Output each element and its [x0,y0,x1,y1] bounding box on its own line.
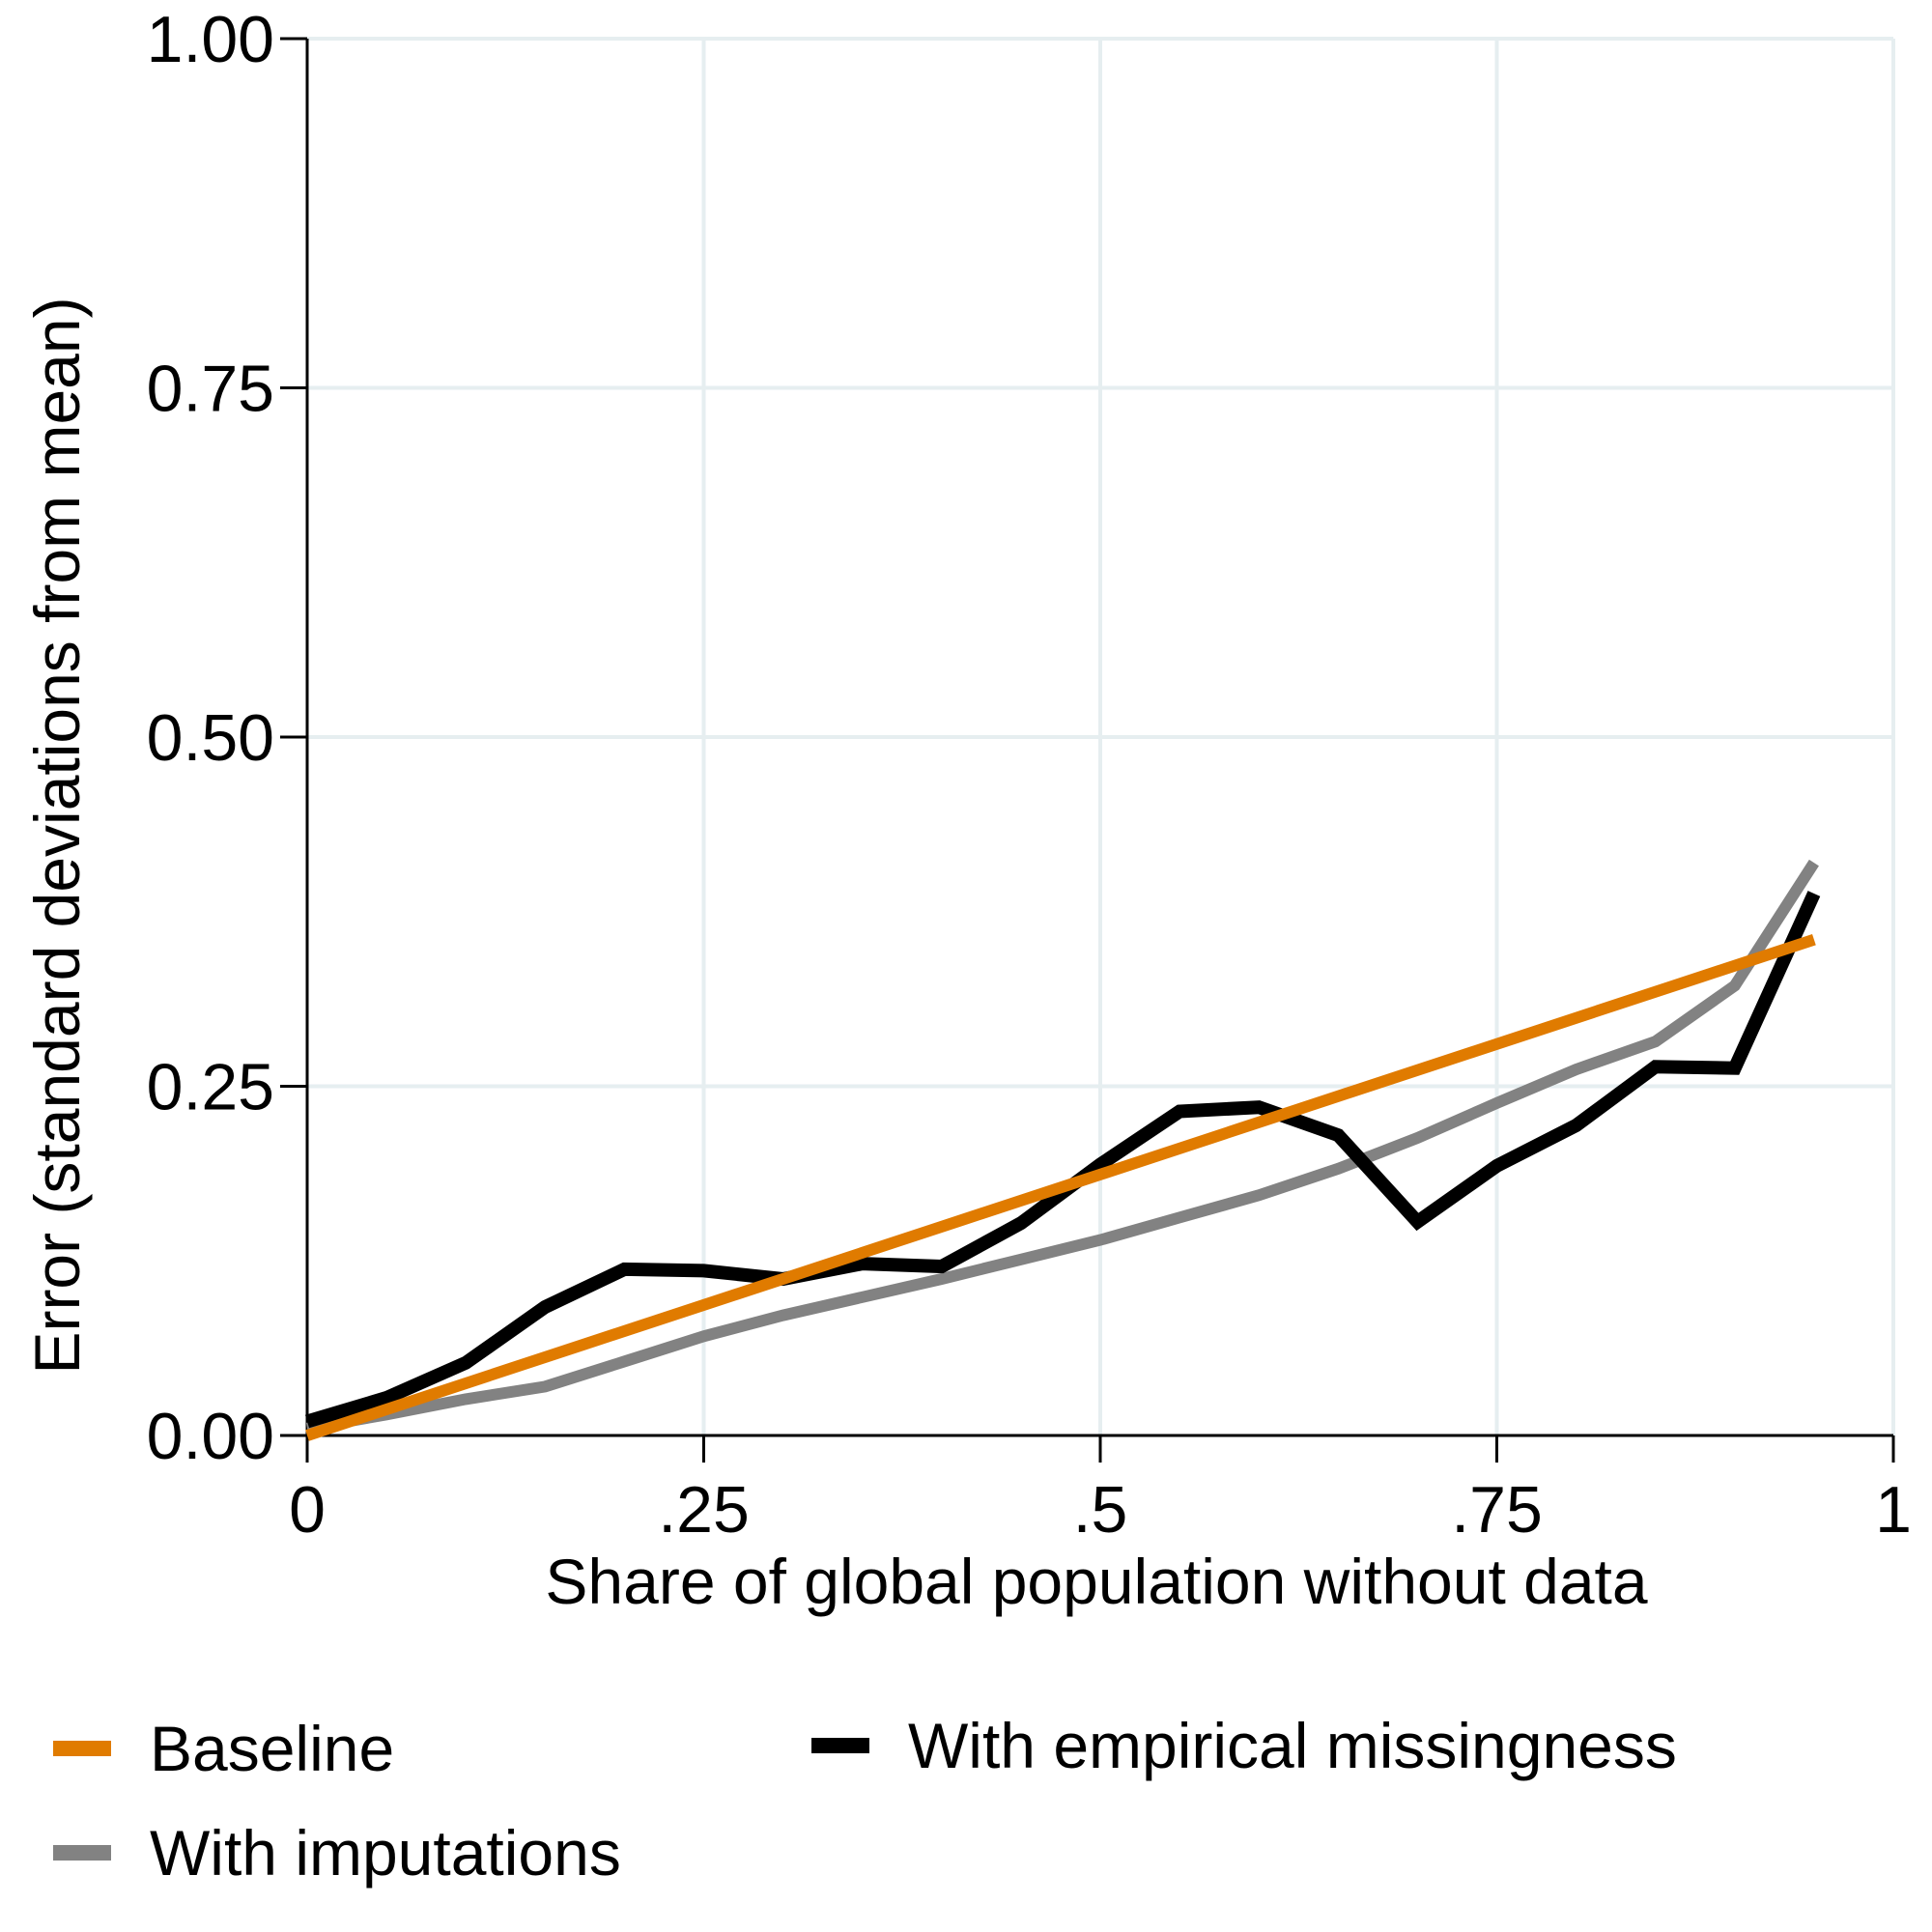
series-line-empirical-missingness [304,891,1821,1429]
x-axis-title: Share of global population without data [545,1546,1647,1617]
series-line-imputations [305,859,1819,1435]
x-tick-label: .75 [1451,1473,1543,1547]
grid-lines [307,37,1895,1435]
y-tick-label: 0.25 [147,1051,274,1124]
y-tick-label: 0.00 [147,1400,274,1473]
legend-item-empirical-missingness: With empirical missingness [811,1710,1677,1781]
axes [280,37,1895,1463]
legend: Baseline With empirical missingness With… [53,1710,1677,1889]
legend-label-baseline: Baseline [150,1713,394,1784]
y-tick-label: 0.75 [147,353,274,426]
x-tick-label: .25 [658,1473,750,1547]
x-tick-label: .5 [1073,1473,1128,1547]
series-lines [304,859,1821,1441]
legend-label-imputations: With imputations [150,1817,621,1889]
y-tick-label: 0.50 [147,701,274,775]
legend-label-empirical-missingness: With empirical missingness [908,1710,1677,1781]
x-tick-label: 1 [1875,1473,1912,1547]
y-tick-label: 1.00 [147,3,274,76]
legend-item-baseline: Baseline [53,1713,394,1784]
series-line-baseline [305,934,1816,1441]
tick-labels: 0.000.250.500.751.000.25.5.75 1 [147,3,1912,1547]
y-axis-title: Error (standard deviations from mean) [21,297,93,1374]
x-tick-label: 0 [289,1473,326,1547]
legend-item-imputations: With imputations [53,1817,621,1889]
